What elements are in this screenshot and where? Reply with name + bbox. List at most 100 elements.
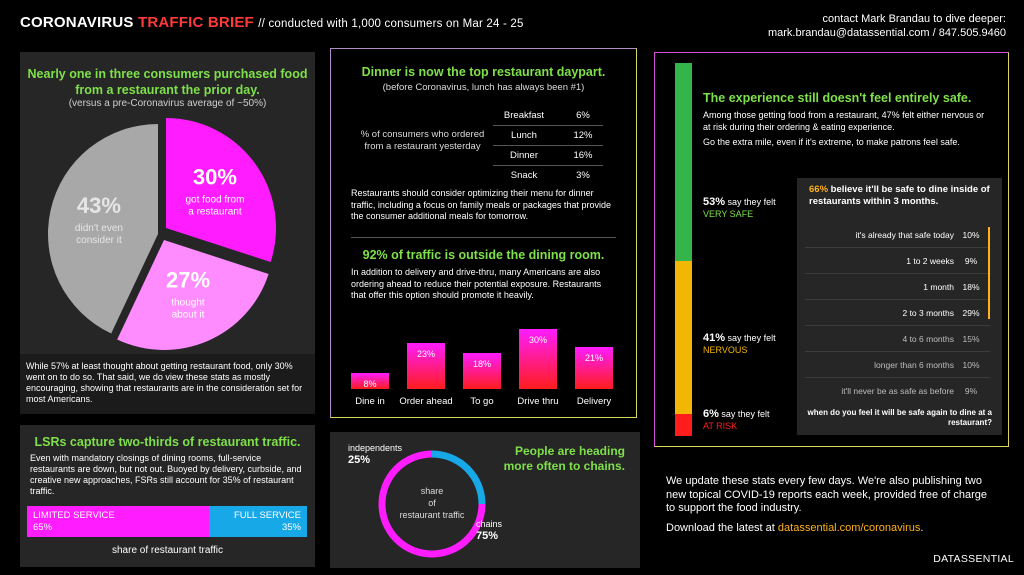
pie-note-band	[20, 354, 315, 414]
when-safe-label: it's already that safe today	[855, 230, 955, 240]
daypart-row: Breakfast 6%	[493, 106, 603, 126]
when-safe-box: 66% believe it'll be safe to dine inside…	[797, 178, 1002, 435]
safety-title: The experience still doesn't feel entire…	[703, 91, 972, 105]
footer-paragraph: We update these stats every few days. We…	[666, 475, 987, 514]
chains-ring-chart: share of restaurant traffic	[378, 450, 486, 558]
download-line: Download the latest at datassential.com/…	[666, 522, 996, 536]
pie-title: Nearly one in three consumers purchased …	[27, 67, 308, 97]
safety-text-2: Go the extra mile, even if it's extreme,…	[703, 137, 960, 147]
pie-slice-label: about it	[172, 310, 205, 321]
safety-segment-name: AT RISK	[703, 421, 738, 431]
chains-value: 75%	[476, 530, 499, 542]
independents-value: 25%	[348, 454, 371, 466]
page-subtitle: // conducted with 1,000 consumers on Mar…	[258, 18, 524, 30]
when-safe-row: 1 month 18%	[805, 274, 990, 300]
traffic-bar	[519, 329, 557, 389]
pie-slice	[48, 124, 159, 334]
safety-label-text: say they felt	[721, 409, 770, 419]
pie-slice-label: thought	[171, 298, 205, 309]
when-safe-label: 1 month	[923, 282, 954, 292]
download-suffix: .	[920, 521, 924, 534]
pie-slice-pct: 43%	[77, 193, 121, 218]
traffic-text: In addition to delivery and drive-thru, …	[351, 267, 602, 300]
pie-slice-pct: 30%	[193, 164, 237, 189]
download-link[interactable]: datassential.com/coronavirus	[777, 521, 921, 534]
contact-line-2[interactable]: mark.brandau@datassential.com / 847.505.…	[767, 27, 1006, 39]
traffic-bar-category: Drive thru	[517, 396, 558, 407]
pie-slice-label: didn't even	[75, 223, 123, 234]
when-safe-row: 1 to 2 weeks 9%	[805, 248, 990, 274]
ring-center-label: of	[428, 498, 436, 508]
brand-logo: DATASSENTIAL	[933, 553, 1014, 565]
daypart-table-label: % of consumers who ordered from a restau…	[360, 129, 485, 152]
fsr-bar-label: FULL SERVICE	[233, 510, 301, 521]
when-safe-row: 2 to 3 months 29%	[805, 300, 990, 326]
traffic-bar-value: 21%	[585, 353, 603, 363]
traffic-title: 92% of traffic is outside the dining roo…	[362, 248, 605, 262]
when-safe-question: when do you feel it will be safe again t…	[807, 408, 992, 427]
pie-slice-label: consider it	[76, 235, 122, 246]
safety-pct: 6%	[703, 408, 719, 420]
title-part-2: TRAFFIC BRIEF	[137, 14, 254, 31]
daypart-text: Restaurants should consider optimizing t…	[351, 188, 611, 221]
when-safe-row: longer than 6 months 10%	[805, 352, 990, 378]
safety-segment	[675, 261, 692, 414]
daypart-subtitle: (before Coronavirus, lunch has always be…	[382, 82, 585, 93]
when-safe-row: it's already that safe today 10%	[805, 222, 990, 248]
pie-slice-pct: 27%	[166, 268, 210, 293]
traffic-bar	[407, 343, 445, 389]
pie-slice	[166, 118, 276, 262]
download-prefix: Download the latest at	[666, 521, 775, 534]
when-safe-value: 18%	[962, 282, 980, 292]
daypart-table: Breakfast 6% Lunch 12% Dinner 16% Snack 3%	[493, 106, 603, 186]
safety-segment-name: VERY SAFE	[703, 209, 754, 219]
lsr-bar: LIMITED SERVICE 65%	[27, 506, 209, 537]
fsr-bar-value: 35%	[281, 522, 301, 533]
lsr-caption: share of restaurant traffic	[112, 545, 223, 556]
pie-note: While 57% at least thought about getting…	[26, 361, 303, 404]
safety-text: Among those getting food from a restaura…	[703, 110, 985, 132]
daypart-row: Dinner 16%	[493, 146, 603, 166]
chains-label: chains 75%	[476, 518, 502, 542]
traffic-bar-value: 18%	[473, 359, 491, 369]
daypart-value: 6%	[576, 110, 590, 121]
footer-text: We update these stats every few days. We…	[666, 475, 996, 535]
daypart-value: 12%	[573, 130, 593, 141]
traffic-bar-chart: 8% Dine in 23% Order ahead 18% To go 30% Drive …	[351, 329, 613, 407]
daypart-label: Breakfast	[503, 110, 545, 121]
daypart-row: Snack 3%	[493, 166, 603, 186]
pie-slice	[117, 240, 269, 350]
safety-label-nervous: 41% say they felt NERVOUS	[703, 332, 776, 356]
safety-label-at-risk: 6% say they felt AT RISK	[703, 408, 769, 432]
when-safe-label: 1 to 2 weeks	[906, 256, 954, 266]
when-safe-label: longer than 6 months	[874, 360, 954, 370]
when-safe-label: it'll never be as safe as before	[841, 386, 954, 396]
lsr-title: LSRs capture two-thirds of restaurant tr…	[34, 435, 301, 449]
pie-slice-label: a restaurant	[188, 206, 242, 217]
when-safe-value: 10%	[962, 230, 980, 240]
daypart-label: Snack	[510, 170, 538, 181]
safety-segment	[675, 414, 692, 436]
safety-pct: 41%	[703, 332, 726, 344]
safety-pct: 53%	[703, 196, 726, 208]
when-safe-row: 4 to 6 months 15%	[805, 326, 990, 352]
pie-panel: Nearly one in three consumers purchased …	[20, 52, 315, 414]
when-safe-heading: 66% believe it'll be safe to dine inside…	[809, 184, 994, 208]
chains-text: chains	[476, 519, 503, 529]
safety-label-text: say they felt	[727, 333, 776, 343]
safety-label-very-safe: 53% say they felt VERY SAFE	[703, 196, 776, 220]
daypart-panel: Dinner is now the top restaurant daypart…	[330, 48, 637, 418]
chains-title: People are heading more often to chains.	[503, 444, 625, 473]
when-safe-label: 4 to 6 months	[902, 334, 954, 344]
independents-label: independents 25%	[348, 442, 402, 466]
pie-slice-label: got food from	[185, 194, 244, 205]
when-safe-row: it'll never be as safe as before 9%	[805, 378, 990, 404]
when-safe-table: it's already that safe today 10% 1 to 2 w…	[805, 222, 990, 404]
traffic-bar-category: To go	[470, 396, 493, 407]
safety-label-text: say they felt	[727, 197, 776, 207]
traffic-bar	[463, 353, 501, 389]
lsr-text: Even with mandatory closings of dining r…	[30, 453, 302, 496]
ring-segment	[378, 450, 486, 558]
when-safe-value: 10%	[962, 360, 980, 370]
